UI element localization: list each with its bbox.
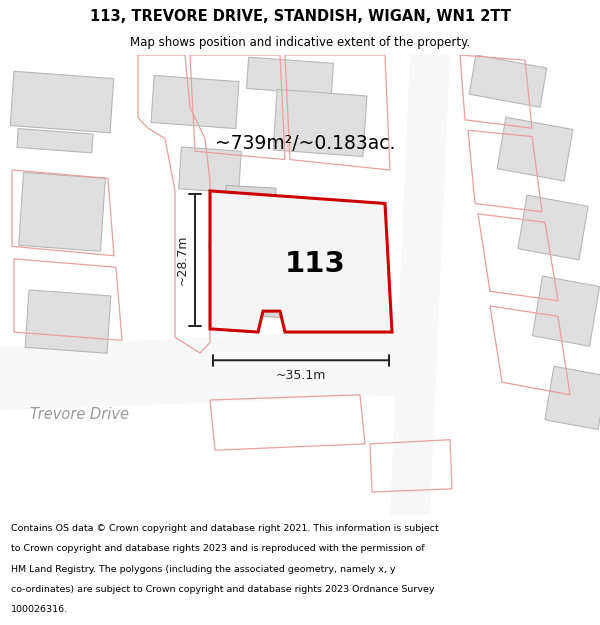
Polygon shape xyxy=(247,57,334,94)
Polygon shape xyxy=(273,89,367,156)
Polygon shape xyxy=(0,327,420,411)
Text: ~35.1m: ~35.1m xyxy=(276,369,326,382)
Polygon shape xyxy=(224,186,276,228)
Text: 113: 113 xyxy=(284,250,346,278)
Polygon shape xyxy=(19,173,106,251)
Polygon shape xyxy=(545,366,600,429)
Polygon shape xyxy=(209,209,261,252)
Polygon shape xyxy=(497,117,573,181)
Text: ~28.7m: ~28.7m xyxy=(176,234,188,285)
Text: to Crown copyright and database rights 2023 and is reproduced with the permissio: to Crown copyright and database rights 2… xyxy=(11,544,424,553)
Polygon shape xyxy=(518,195,588,260)
Text: Contains OS data © Crown copyright and database right 2021. This information is : Contains OS data © Crown copyright and d… xyxy=(11,524,439,532)
Polygon shape xyxy=(10,71,113,132)
Text: co-ordinates) are subject to Crown copyright and database rights 2023 Ordnance S: co-ordinates) are subject to Crown copyr… xyxy=(11,585,434,594)
Text: HM Land Registry. The polygons (including the associated geometry, namely x, y: HM Land Registry. The polygons (includin… xyxy=(11,564,395,574)
Polygon shape xyxy=(390,55,450,515)
Polygon shape xyxy=(469,55,547,108)
Polygon shape xyxy=(210,191,392,332)
Polygon shape xyxy=(532,276,599,346)
Polygon shape xyxy=(179,147,241,193)
Text: ~739m²/~0.183ac.: ~739m²/~0.183ac. xyxy=(215,134,395,153)
Polygon shape xyxy=(151,76,239,129)
Polygon shape xyxy=(252,282,308,319)
Text: 113, TREVORE DRIVE, STANDISH, WIGAN, WN1 2TT: 113, TREVORE DRIVE, STANDISH, WIGAN, WN1… xyxy=(89,9,511,24)
Text: Map shows position and indicative extent of the property.: Map shows position and indicative extent… xyxy=(130,36,470,49)
Polygon shape xyxy=(25,290,111,353)
Text: 100026316.: 100026316. xyxy=(11,605,68,614)
Text: Trevore Drive: Trevore Drive xyxy=(30,407,129,422)
Polygon shape xyxy=(17,129,93,153)
